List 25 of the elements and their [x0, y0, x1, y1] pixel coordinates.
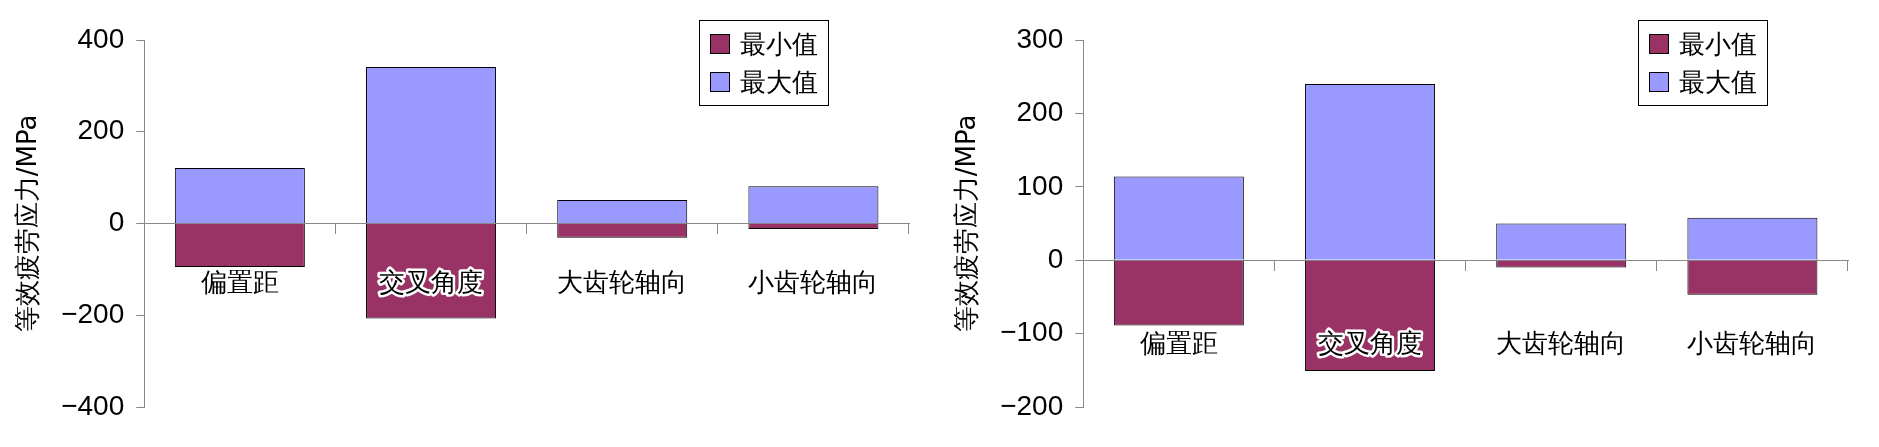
legend-label: 最大值 [740, 66, 818, 99]
legend-label: 最大值 [1679, 66, 1757, 99]
x-tick-label: 大齿轮轴向 [557, 267, 688, 298]
x-tick-label: 小齿轮轴向 [748, 267, 879, 298]
y-axis-title: 等效疲劳应力/MPa [12, 114, 43, 333]
x-tick-label: 偏置距 [1139, 327, 1218, 358]
y-tick-label: 0 [1047, 242, 1064, 274]
y-tick-label: −200 [1000, 389, 1064, 421]
y-tick-label: −200 [61, 297, 125, 329]
x-tick-label: 大齿轮轴向 [1496, 327, 1627, 358]
legend-label: 最小值 [1679, 28, 1757, 61]
x-tick-label: 交叉角度 [379, 267, 484, 298]
y-tick-label: 400 [77, 22, 125, 54]
x-tick-label: 交叉角度 [1318, 327, 1423, 358]
y-tick-label: −100 [1000, 316, 1064, 348]
y-tick-label: 100 [1016, 169, 1064, 201]
y-tick-label: −400 [61, 389, 125, 421]
y-tick-label: 300 [1016, 22, 1064, 54]
y-axis-title: 等效疲劳应力/MPa [951, 114, 982, 333]
x-tick-label: 小齿轮轴向 [1687, 327, 1818, 358]
y-tick-label: 200 [77, 114, 125, 146]
x-tick-label: 偏置距 [200, 267, 279, 298]
legend-label: 最小值 [740, 28, 818, 61]
y-tick-label: 200 [1016, 96, 1064, 128]
y-tick-label: 0 [108, 206, 125, 238]
